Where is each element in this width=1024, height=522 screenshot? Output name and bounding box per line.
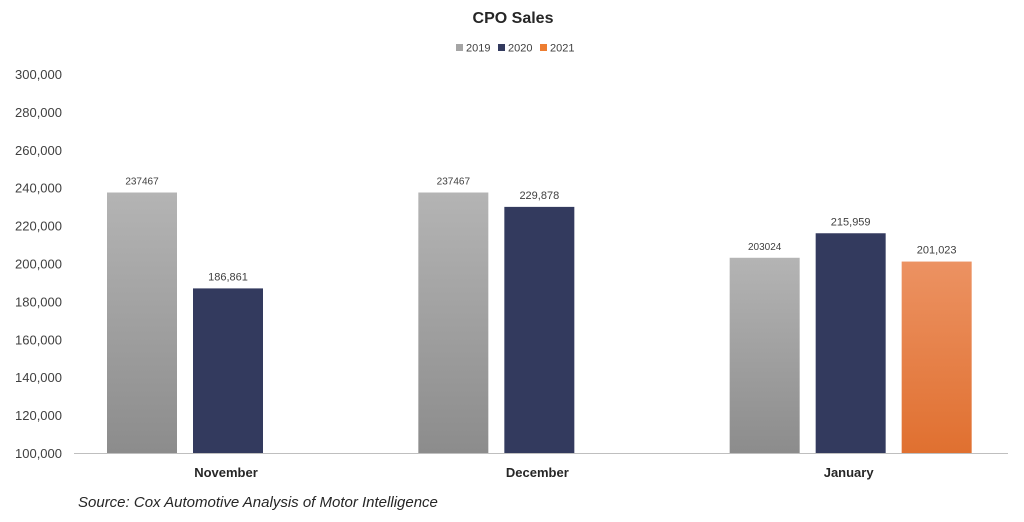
data-label: 203024 <box>748 242 782 253</box>
bar-january-2020 <box>815 233 886 453</box>
y-tick-label: 260,000 <box>15 143 62 158</box>
y-tick-label: 160,000 <box>15 332 62 347</box>
bar-december-2019 <box>418 192 489 453</box>
legend: 2019 2020 2021 <box>456 43 574 55</box>
bars: 237467 186,861 237467 229,878 203024 215,959 2… <box>107 177 972 453</box>
y-tick-label: 200,000 <box>15 257 62 272</box>
chart-title: CPO Sales <box>473 10 554 27</box>
data-label: 201,023 <box>917 245 957 257</box>
y-tick-label: 180,000 <box>15 294 62 309</box>
legend-label-2020: 2020 <box>508 43 532 55</box>
bar-january-2019 <box>729 257 800 453</box>
y-tick-label: 280,000 <box>15 105 62 120</box>
source-note: Source: Cox Automotive Analysis of Motor… <box>78 494 438 511</box>
chart-svg: CPO Sales 2019 2020 2021 100,000 120,000 140… <box>15 10 1008 480</box>
legend-swatch-2020 <box>498 44 505 51</box>
x-tick-label-january: January <box>824 465 875 480</box>
legend-swatch-2019 <box>456 44 463 51</box>
legend-label-2021: 2021 <box>550 43 574 55</box>
y-tick-label: 220,000 <box>15 219 62 234</box>
legend-label-2019: 2019 <box>466 43 490 55</box>
bar-november-2020 <box>193 288 263 453</box>
y-tick-label: 100,000 <box>15 446 62 461</box>
bar-november-2019 <box>107 192 177 453</box>
data-label: 237467 <box>437 177 471 188</box>
y-tick-label: 140,000 <box>15 370 62 385</box>
y-tick-label: 300,000 <box>15 67 62 82</box>
y-tick-label: 240,000 <box>15 181 62 196</box>
data-label: 186,861 <box>208 271 248 283</box>
x-tick-label-november: November <box>194 465 258 480</box>
data-label: 215,959 <box>831 216 871 228</box>
x-tick-label-december: December <box>506 465 569 480</box>
y-axis: 100,000 120,000 140,000 160,000 180,000 200,0… <box>15 67 62 461</box>
legend-swatch-2021 <box>540 44 547 51</box>
y-tick-label: 120,000 <box>15 408 62 423</box>
bar-january-2021 <box>901 261 972 453</box>
data-label: 229,878 <box>519 190 559 202</box>
bar-december-2020 <box>504 206 575 453</box>
data-label: 237467 <box>125 177 159 188</box>
x-axis: November December January <box>74 453 1008 480</box>
